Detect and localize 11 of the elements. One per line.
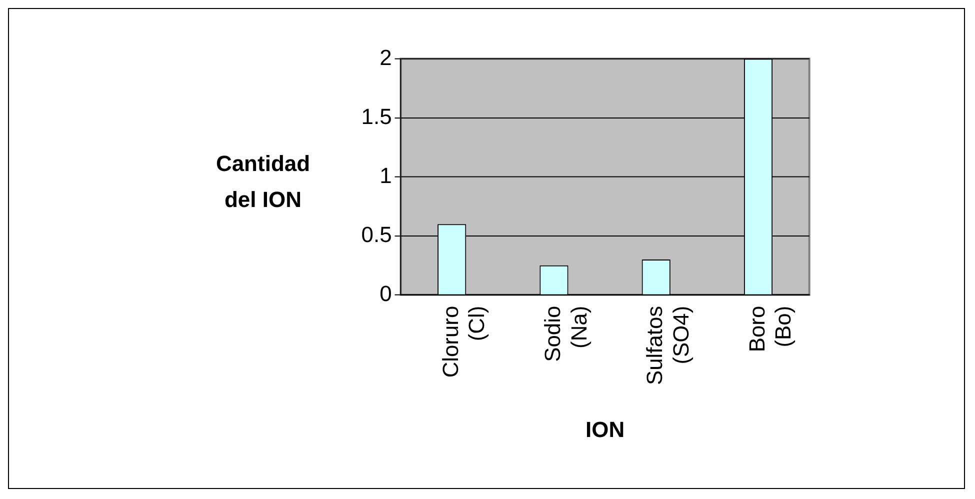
y-tick-label: 1.5 bbox=[361, 104, 392, 129]
y-axis-title: Cantidad del ION bbox=[214, 150, 312, 214]
y-tick-label: 0 bbox=[380, 280, 392, 306]
x-axis-title: ION bbox=[586, 417, 625, 442]
y-tick-label: 1 bbox=[380, 162, 392, 188]
x-tick-label: Sulfatos (SO4) bbox=[642, 306, 694, 386]
y-tick-label: 2 bbox=[380, 44, 392, 70]
x-tick-label: Cloruro (Cl) bbox=[438, 306, 490, 378]
y-tick-label: 0.5 bbox=[361, 222, 392, 247]
x-tick-label: Sodio (Na) bbox=[540, 306, 592, 362]
x-tick-label: Boro (Bo) bbox=[744, 306, 796, 352]
